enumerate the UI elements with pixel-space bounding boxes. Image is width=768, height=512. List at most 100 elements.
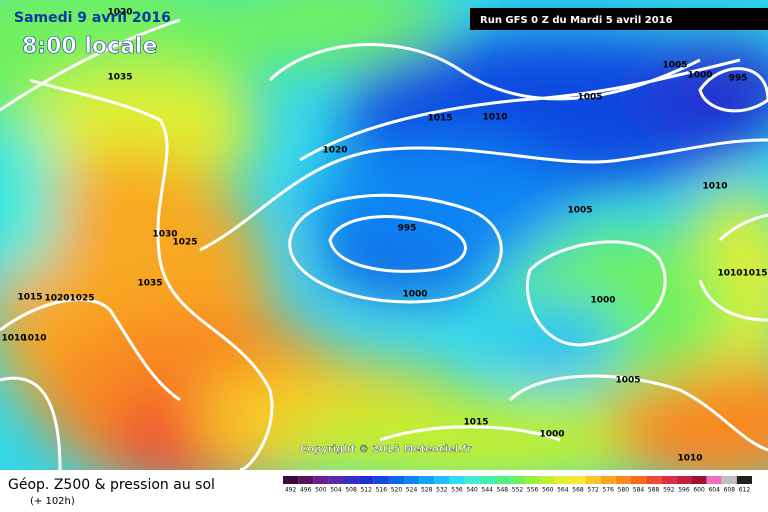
legend-label: 544	[482, 487, 494, 494]
isobar-label: 1010	[1, 334, 26, 344]
legend-swatch	[419, 476, 435, 484]
legend-swatch	[373, 476, 389, 484]
legend-label: 612	[739, 487, 751, 494]
isobar-label: 1000	[687, 71, 712, 81]
legend-swatch	[449, 476, 465, 484]
field	[0, 0, 768, 470]
legend-swatch	[570, 476, 586, 484]
legend-label: 568	[572, 487, 584, 494]
legend-swatch	[600, 476, 616, 484]
isobar-label: 995	[398, 224, 417, 234]
time-label: 8:00 locale	[22, 34, 157, 59]
legend-label: 592	[663, 487, 675, 494]
isobar-label: 1020	[44, 294, 69, 304]
legend-label: 552	[512, 487, 524, 494]
isobar-label: 1005	[662, 61, 687, 71]
legend-label: 548	[497, 487, 509, 494]
legend-label: 608	[724, 487, 736, 494]
legend-swatch	[706, 476, 722, 484]
legend-label: 504	[330, 487, 342, 494]
legend-label: 540	[466, 487, 478, 494]
legend-label: 576	[603, 487, 615, 494]
legend-label: 596	[678, 487, 690, 494]
legend-swatch	[691, 476, 707, 484]
isobar-label: 1010	[21, 334, 46, 344]
legend-swatch	[313, 476, 329, 484]
isobar-label: 1005	[577, 93, 602, 103]
isobar-label: 1010	[677, 454, 702, 464]
run-label: Run GFS 0 Z du Mardi 5 avril 2016	[480, 15, 673, 26]
footer-lead: (+ 102h)	[30, 496, 75, 507]
isobar-label: 1000	[402, 290, 427, 300]
legend-label: 560	[542, 487, 554, 494]
legend-label: 508	[345, 487, 357, 494]
legend-swatch	[555, 476, 571, 484]
legend-swatch	[388, 476, 405, 484]
legend-label: 512	[360, 487, 372, 494]
legend-swatch	[479, 476, 495, 484]
legend-label: 580	[618, 487, 630, 494]
legend-swatch	[494, 476, 510, 484]
isobar-label: 1030	[152, 230, 177, 240]
isobar-label: 1000	[539, 430, 564, 440]
isobar-label: 1000	[590, 296, 615, 306]
legend-swatch	[736, 476, 752, 484]
isobar-label: 1020	[322, 146, 347, 156]
legend-swatch	[464, 476, 480, 484]
legend-label: 556	[527, 487, 539, 494]
isobar-label: 1025	[69, 294, 94, 304]
legend-swatch	[525, 476, 541, 484]
isobar-label: 1015	[17, 293, 42, 303]
legend-label: 520	[391, 487, 403, 494]
legend-swatch	[540, 476, 556, 484]
isobar-label: 1015	[427, 114, 452, 124]
legend-swatch	[630, 476, 647, 484]
legend-swatch	[434, 476, 450, 484]
isobar-label: 1005	[567, 206, 592, 216]
isobar-label: 1010	[717, 269, 742, 279]
legend-label: 564	[557, 487, 569, 494]
legend-swatch	[676, 476, 692, 484]
legend-swatch	[661, 476, 677, 484]
legend-swatch	[404, 476, 420, 484]
legend-label: 516	[376, 487, 388, 494]
legend-label: 584	[633, 487, 645, 494]
legend-swatch	[721, 476, 737, 484]
legend-label: 528	[421, 487, 433, 494]
legend-swatch	[343, 476, 359, 484]
legend-label: 536	[451, 487, 463, 494]
isobar-label: 1010	[702, 182, 727, 192]
legend-swatch	[585, 476, 601, 484]
date-label: Samedi 9 avril 2016	[14, 10, 171, 26]
legend-label: 588	[648, 487, 660, 494]
legend-swatch	[283, 476, 299, 484]
legend-swatch	[615, 476, 631, 484]
legend-label: 496	[300, 487, 312, 494]
legend-swatch	[298, 476, 314, 484]
legend: 492 496 500 504 508 512 516 520 524 528 532 536 540 5…	[283, 476, 752, 494]
isobar-label: 1035	[137, 279, 162, 289]
legend-swatch	[509, 476, 526, 484]
legend-label: 524	[406, 487, 418, 494]
isobar-label: 1015	[463, 418, 488, 428]
legend-label: 572	[587, 487, 599, 494]
isobar-label: 1015	[742, 269, 767, 279]
legend-label: 492	[285, 487, 297, 494]
isobar-label: 1005	[615, 376, 640, 386]
legend-swatch	[328, 476, 344, 484]
isobar-label: 1010	[482, 113, 507, 123]
footer-title: Géop. Z500 & pression au sol	[8, 477, 215, 493]
legend-swatch	[646, 476, 662, 484]
legend-label: 532	[436, 487, 448, 494]
legend-label: 600	[693, 487, 705, 494]
isobar-label: 995	[729, 74, 748, 84]
isobar-label: 1020	[107, 8, 132, 18]
legend-swatch	[358, 476, 374, 484]
legend-label: 500	[315, 487, 327, 494]
legend-label: 604	[708, 487, 720, 494]
isobar-label: 1035	[107, 73, 132, 83]
run-box	[470, 8, 768, 30]
isobar-label: 1025	[172, 238, 197, 248]
